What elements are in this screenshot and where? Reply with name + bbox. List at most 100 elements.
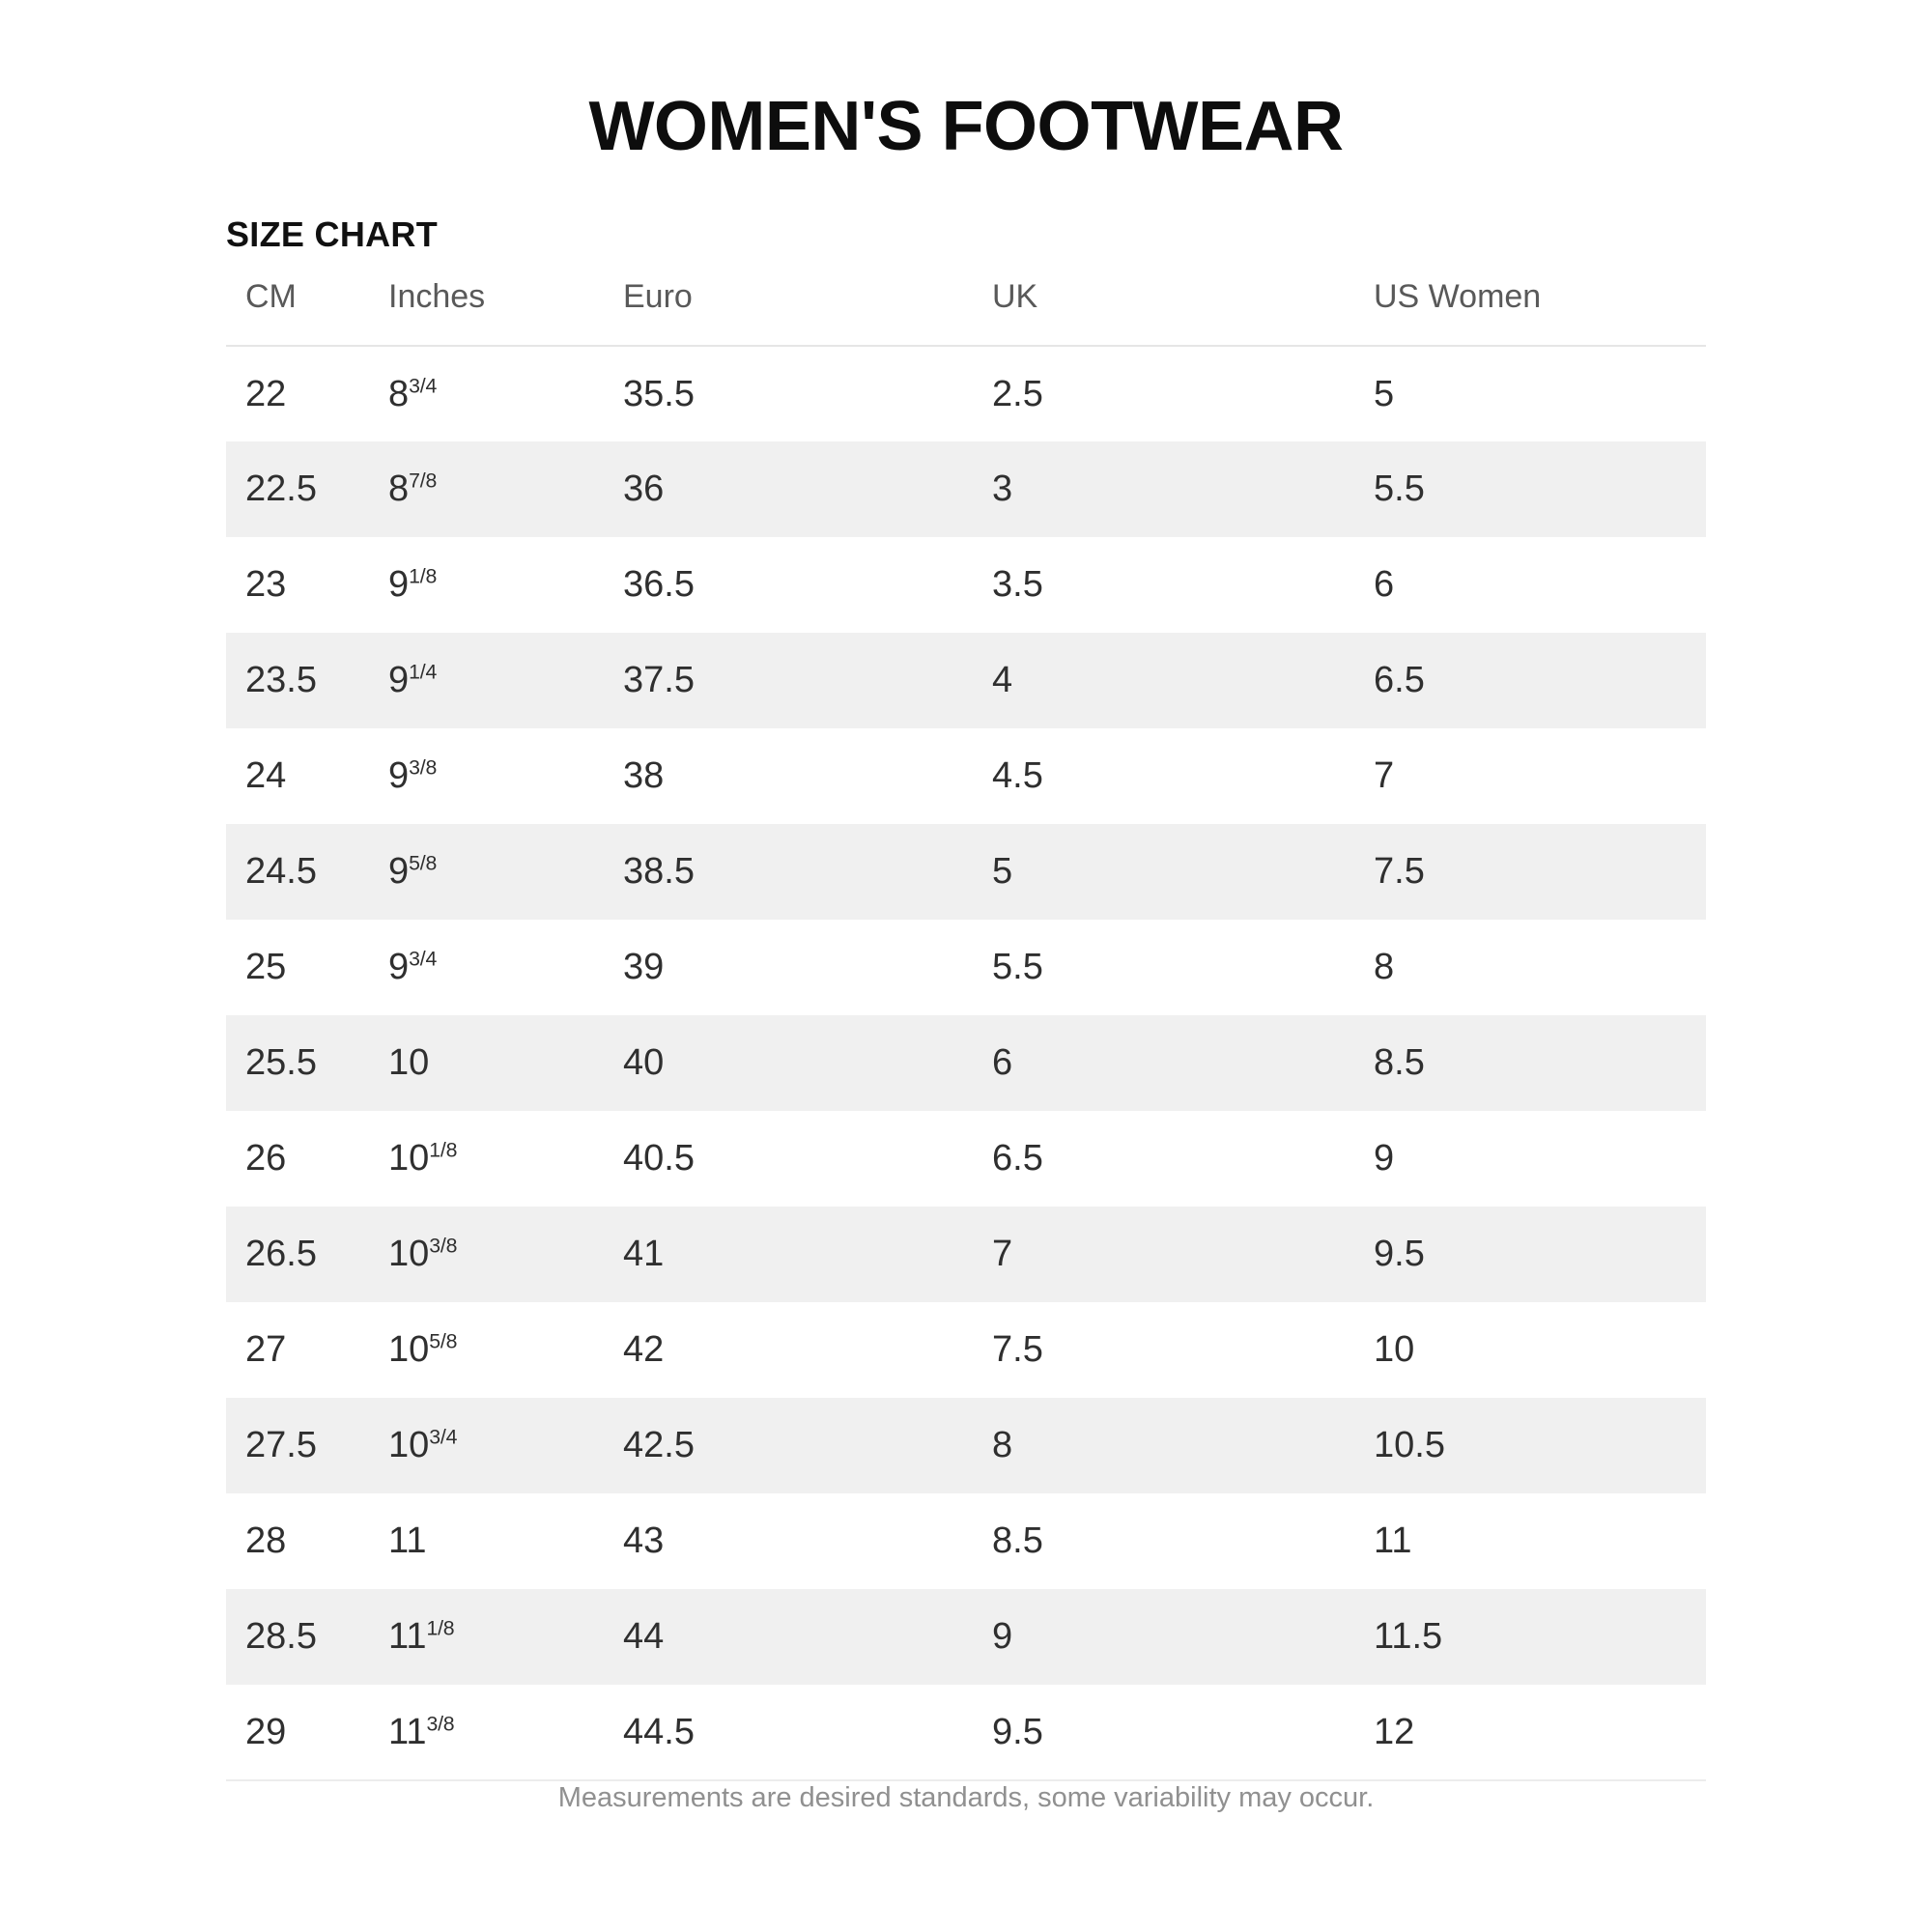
cell-cm: 26 <box>245 1138 287 1179</box>
inches-whole: 9 <box>388 755 410 796</box>
table-row: 25.5 10 40 6 8.5 <box>226 1015 1706 1111</box>
inches-fraction: 1/8 <box>409 564 438 588</box>
table-row: 24 93/8 38 4.5 7 <box>226 728 1706 824</box>
cell-uk: 7.5 <box>992 1329 1043 1370</box>
inches-whole: 10 <box>388 1042 430 1083</box>
cell-us-women: 12 <box>1354 1685 1706 1781</box>
cell-inches: 93/4 <box>369 920 604 1015</box>
cell-uk: 7 <box>973 1207 1354 1302</box>
cell-uk: 4 <box>973 633 1354 728</box>
cell-inches: 91/4 <box>369 633 604 728</box>
column-header-uk: UK <box>973 278 1354 347</box>
cell-euro: 44 <box>604 1589 973 1685</box>
cell-uk: 5.5 <box>992 947 1043 987</box>
cell-cm: 23.5 <box>226 633 369 728</box>
cell-uk: 9.5 <box>973 1685 1354 1781</box>
cell-us-women: 11 <box>1374 1520 1412 1561</box>
inches-whole: 9 <box>388 564 410 605</box>
cell-uk: 8 <box>973 1398 1354 1493</box>
cell-inches: 91/8 <box>369 537 604 633</box>
inches-fraction: 5/8 <box>409 851 438 875</box>
inches-fraction: 7/8 <box>409 469 438 493</box>
cell-inches: 87/8 <box>369 441 604 537</box>
cell-cm: 23 <box>245 564 287 605</box>
cell-cm: 28 <box>245 1520 287 1561</box>
table-row: 29 113/8 44.5 9.5 12 <box>226 1685 1706 1781</box>
cell-euro: 38.5 <box>604 824 973 920</box>
table-row: 27 105/8 42 7.5 10 <box>226 1302 1706 1398</box>
inches-whole: 11 <box>388 1711 427 1752</box>
cell-uk: 3 <box>973 441 1354 537</box>
cell-inches: 93/8 <box>369 728 604 824</box>
table-header: CM Inches Euro UK US Women <box>226 278 1706 347</box>
inches-whole: 11 <box>388 1520 427 1561</box>
inches-whole: 9 <box>388 947 410 987</box>
table-body: 22 83/4 35.5 2.5 5 22.5 87/8 36 3 5.5 23 91/8 36.5 3.… <box>226 346 1706 1781</box>
cell-cm: 22 <box>245 373 287 414</box>
cell-inches: 111/8 <box>369 1589 604 1685</box>
cell-uk: 5 <box>973 824 1354 920</box>
cell-cm: 27.5 <box>226 1398 369 1493</box>
table-row: 28.5 111/8 44 9 11.5 <box>226 1589 1706 1685</box>
table-row: 25 93/4 39 5.5 8 <box>226 920 1706 1015</box>
cell-us-women: 10 <box>1374 1329 1415 1370</box>
cell-uk: 6.5 <box>992 1138 1043 1179</box>
cell-inches: 95/8 <box>369 824 604 920</box>
cell-cm: 27 <box>245 1329 287 1370</box>
cell-euro: 39 <box>623 947 665 987</box>
cell-inches: 10 <box>369 1015 604 1111</box>
cell-inches: 113/8 <box>369 1685 604 1781</box>
inches-whole: 10 <box>388 1234 430 1274</box>
cell-us-women: 7 <box>1374 755 1395 796</box>
inches-fraction: 3/4 <box>409 947 438 971</box>
inches-whole: 8 <box>388 373 410 414</box>
inches-whole: 9 <box>388 660 410 700</box>
inches-fraction: 3/8 <box>409 755 438 780</box>
cell-euro: 42.5 <box>604 1398 973 1493</box>
cell-euro: 37.5 <box>604 633 973 728</box>
cell-uk: 9 <box>973 1589 1354 1685</box>
inches-whole: 9 <box>388 851 410 892</box>
cell-cm: 24 <box>245 755 287 796</box>
cell-uk: 3.5 <box>992 564 1043 605</box>
cell-cm: 25.5 <box>226 1015 369 1111</box>
cell-inches: 11 <box>369 1493 604 1589</box>
table-row: 28 11 43 8.5 11 <box>226 1493 1706 1589</box>
table-row: 27.5 103/4 42.5 8 10.5 <box>226 1398 1706 1493</box>
cell-uk: 8.5 <box>992 1520 1043 1561</box>
cell-inches: 103/4 <box>369 1398 604 1493</box>
column-header-us-women: US Women <box>1354 278 1706 347</box>
inches-fraction: 3/8 <box>426 1711 455 1735</box>
inches-fraction: 1/8 <box>429 1138 458 1162</box>
inches-whole: 10 <box>388 1425 430 1465</box>
cell-us-women: 5 <box>1374 373 1395 414</box>
section-title: SIZE CHART <box>226 213 438 254</box>
cell-cm: 24.5 <box>226 824 369 920</box>
table-row: 23 91/8 36.5 3.5 6 <box>226 537 1706 633</box>
cell-uk: 6 <box>973 1015 1354 1111</box>
cell-euro: 38 <box>623 755 665 796</box>
cell-euro: 40.5 <box>623 1138 695 1179</box>
cell-inches: 105/8 <box>369 1302 604 1398</box>
inches-fraction: 3/4 <box>429 1425 458 1449</box>
cell-euro: 42 <box>623 1329 665 1370</box>
table-row: 22 83/4 35.5 2.5 5 <box>226 346 1706 441</box>
cell-us-women: 9 <box>1374 1138 1395 1179</box>
cell-euro: 43 <box>623 1520 665 1561</box>
cell-cm: 29 <box>226 1685 369 1781</box>
cell-euro: 35.5 <box>623 373 695 414</box>
cell-us-women: 10.5 <box>1354 1398 1706 1493</box>
cell-euro: 44.5 <box>604 1685 973 1781</box>
cell-us-women: 6 <box>1374 564 1395 605</box>
inches-fraction: 1/4 <box>409 660 438 684</box>
cell-cm: 26.5 <box>226 1207 369 1302</box>
inches-whole: 10 <box>388 1138 430 1179</box>
footnote-text: Measurements are desired standards, some… <box>557 1782 1375 1813</box>
table-row: 23.5 91/4 37.5 4 6.5 <box>226 633 1706 728</box>
cell-uk: 4.5 <box>992 755 1043 796</box>
cell-cm: 28.5 <box>226 1589 369 1685</box>
cell-uk: 2.5 <box>992 373 1043 414</box>
cell-inches: 83/4 <box>369 346 604 441</box>
inches-fraction: 5/8 <box>429 1329 458 1353</box>
